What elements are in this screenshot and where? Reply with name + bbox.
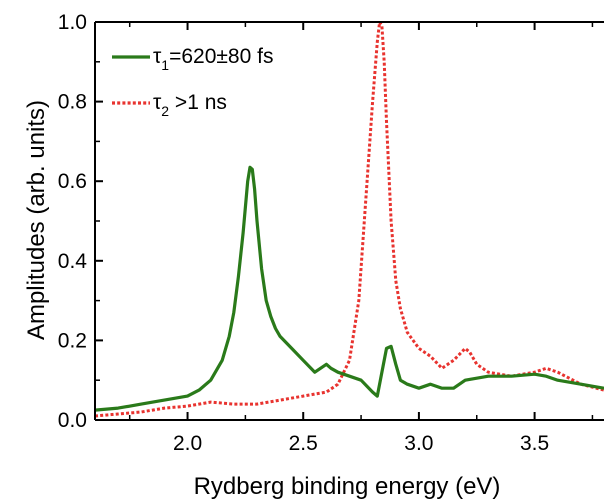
x-tick-label: 3.0	[404, 432, 433, 455]
legend-entry-2: τ2 >1 ns	[153, 91, 227, 119]
y-tick-label: 1.0	[58, 11, 87, 34]
y-tick-label: 0.2	[58, 329, 87, 352]
legend-entry-1: τ1=620±80 fs	[153, 45, 273, 73]
x-axis-title: Rydberg binding energy (eV)	[194, 473, 501, 500]
x-tick-label: 3.5	[520, 432, 549, 455]
legend: τ1=620±80 fs τ2 >1 ns	[112, 45, 273, 119]
y-tick-label: 0.0	[58, 409, 87, 432]
y-tick-label: 0.8	[58, 91, 87, 114]
x-tick-label: 2.0	[173, 432, 202, 455]
axes: 2.0 2.5 3.0 3.5 0.0 0.2 0.4 0.6 0.8 1.0	[58, 11, 604, 455]
series-line-2	[95, 22, 604, 418]
plot-area	[95, 22, 604, 418]
series-line-1	[95, 165, 604, 412]
x-tick-label: 2.5	[289, 432, 318, 455]
y-axis-title: Amplitudes (arb. units)	[23, 100, 50, 340]
y-tick-label: 0.6	[58, 170, 87, 193]
y-tick-label: 0.4	[58, 250, 88, 273]
